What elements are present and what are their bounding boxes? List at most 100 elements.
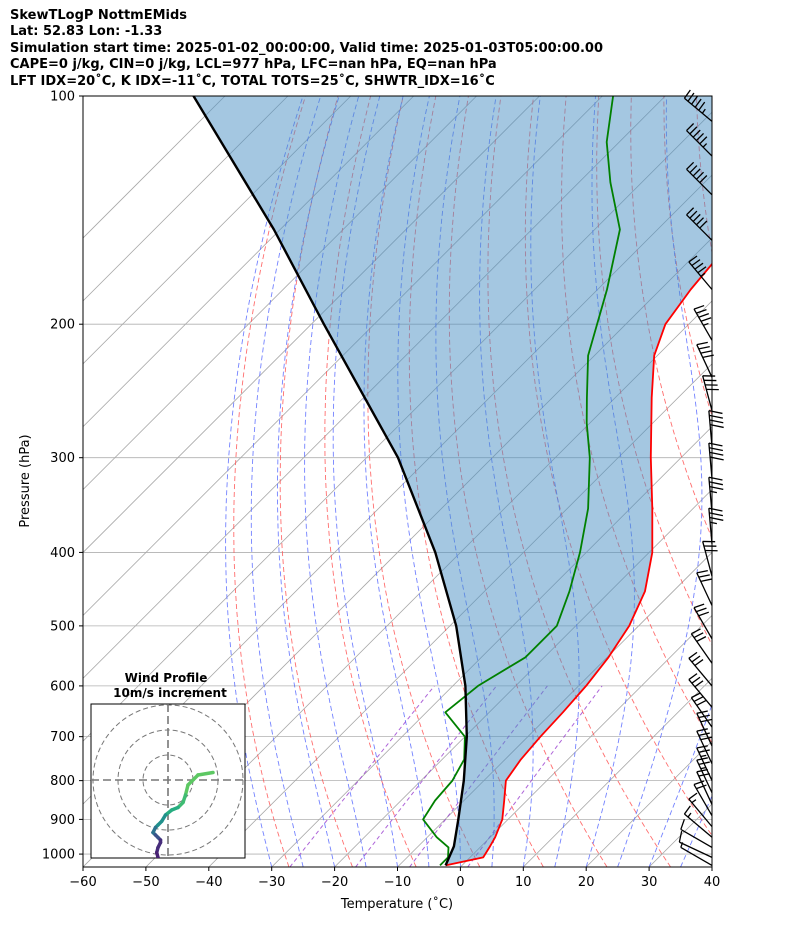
barb-flag: [708, 442, 723, 447]
cape-cin-shading: [193, 96, 712, 866]
dry-adiabat: [367, 96, 481, 867]
barb-shaft: [686, 214, 713, 241]
wind-barb: [686, 207, 713, 241]
barb-shaft: [684, 97, 713, 122]
barb-flag: [696, 784, 707, 790]
x-tick-label: 10: [515, 875, 532, 890]
barb-shaft: [696, 771, 713, 805]
x-tick-label: 30: [641, 875, 658, 890]
barb-shaft: [696, 747, 713, 781]
x-tick-label: −50: [132, 875, 159, 890]
barb-shaft: [696, 344, 713, 378]
barb-shaft: [688, 679, 713, 708]
hodograph-segment: [158, 860, 159, 863]
barb-shaft: [679, 841, 713, 858]
y-tick-label: 100: [50, 90, 75, 105]
moist-adiabat: [225, 96, 304, 867]
inset-subtitle: 10m/s increment: [113, 686, 227, 700]
barb-flag: [687, 812, 692, 818]
barb-flag: [689, 165, 698, 174]
wind-barb: [702, 375, 719, 411]
isotherm-gridline: [523, 677, 712, 867]
barb-flag: [692, 129, 701, 138]
wind-barb: [702, 540, 718, 577]
barb-shaft: [696, 730, 713, 765]
wind-barb: [693, 780, 713, 817]
isotherm-gridline: [334, 489, 712, 867]
hodograph-segment: [196, 770, 215, 777]
y-axis-label: Pressure (hPa): [18, 434, 33, 527]
barb-shaft: [693, 308, 713, 341]
wind-barb: [683, 805, 713, 838]
barb-flag: [691, 655, 701, 663]
barb-flag: [691, 799, 697, 804]
chart-subtitle-indices: LFT IDX=20˚C, K IDX=-11˚C, TOTAL TOTS=25…: [10, 73, 495, 89]
barb-shaft: [702, 375, 713, 411]
barb-shaft: [696, 713, 713, 747]
moist-adiabat: [304, 96, 367, 867]
barb-flag: [698, 749, 710, 753]
wind-barb: [686, 161, 713, 196]
barb-flag: [696, 745, 708, 749]
barb-flag: [696, 607, 707, 613]
barb-flag: [698, 101, 706, 111]
barb-flag: [678, 831, 683, 843]
barb-flag: [691, 259, 701, 267]
isotherm-gridline: [271, 426, 712, 867]
barb-flag: [689, 126, 698, 135]
chart-subtitle-times: Simulation start time: 2025-01-02_00:00:…: [10, 40, 603, 56]
barb-flag: [693, 780, 705, 786]
x-tick-label: 0: [456, 875, 464, 890]
barb-flag: [694, 98, 702, 108]
moist-adiabat: [680, 794, 712, 867]
x-tick-label: −40: [195, 875, 222, 890]
wind-barb: [686, 123, 713, 157]
barb-flag: [691, 692, 701, 699]
wind-barb: [708, 476, 724, 514]
barb-flag: [700, 350, 712, 354]
barb-flag: [701, 108, 706, 114]
barb-flag: [692, 168, 701, 177]
barb-flag: [699, 175, 708, 184]
barb-flag: [697, 266, 707, 274]
barb-flag: [709, 414, 723, 419]
dry-adiabat: [279, 96, 353, 867]
y-tick-label: 200: [50, 318, 75, 333]
barb-flag: [700, 718, 712, 723]
dry-adiabat: [729, 96, 794, 867]
wind-barb: [708, 507, 724, 545]
chart-subtitle-location: Lat: 52.83 Lon: -1.33: [10, 24, 163, 40]
barb-flag: [683, 89, 691, 99]
parcel-profile-line: [192, 96, 468, 866]
barb-flag: [699, 136, 708, 145]
barb-flag: [691, 676, 701, 684]
barb-shaft: [708, 508, 713, 545]
isotherm-gridline: [83, 96, 226, 239]
wind-barb: [693, 603, 713, 640]
barb-flag: [708, 410, 723, 415]
barb-flag: [700, 754, 707, 758]
temperature-profile-line: [445, 262, 712, 867]
barb-flag: [688, 651, 698, 659]
isotherm-gridline: [83, 96, 289, 302]
barb-flag: [696, 636, 707, 642]
barb-shaft: [686, 130, 713, 157]
barb-flag: [696, 728, 708, 732]
wind-barbs: [678, 89, 724, 866]
moist-adiabat: [363, 96, 430, 867]
x-tick-label: 20: [578, 875, 595, 890]
barb-shaft: [686, 168, 713, 196]
isotherm-gridline: [83, 96, 352, 365]
barb-flag: [694, 262, 704, 270]
hodograph-segment: [186, 773, 200, 787]
isotherm-gridline: [775, 96, 794, 867]
barb-flag: [694, 659, 704, 667]
barb-shaft: [680, 828, 713, 848]
profile-lines: [192, 96, 712, 867]
x-tick-label: −30: [258, 875, 285, 890]
barb-flag: [703, 322, 709, 326]
moist-adiabat: [332, 96, 398, 867]
barb-flag: [696, 699, 707, 706]
